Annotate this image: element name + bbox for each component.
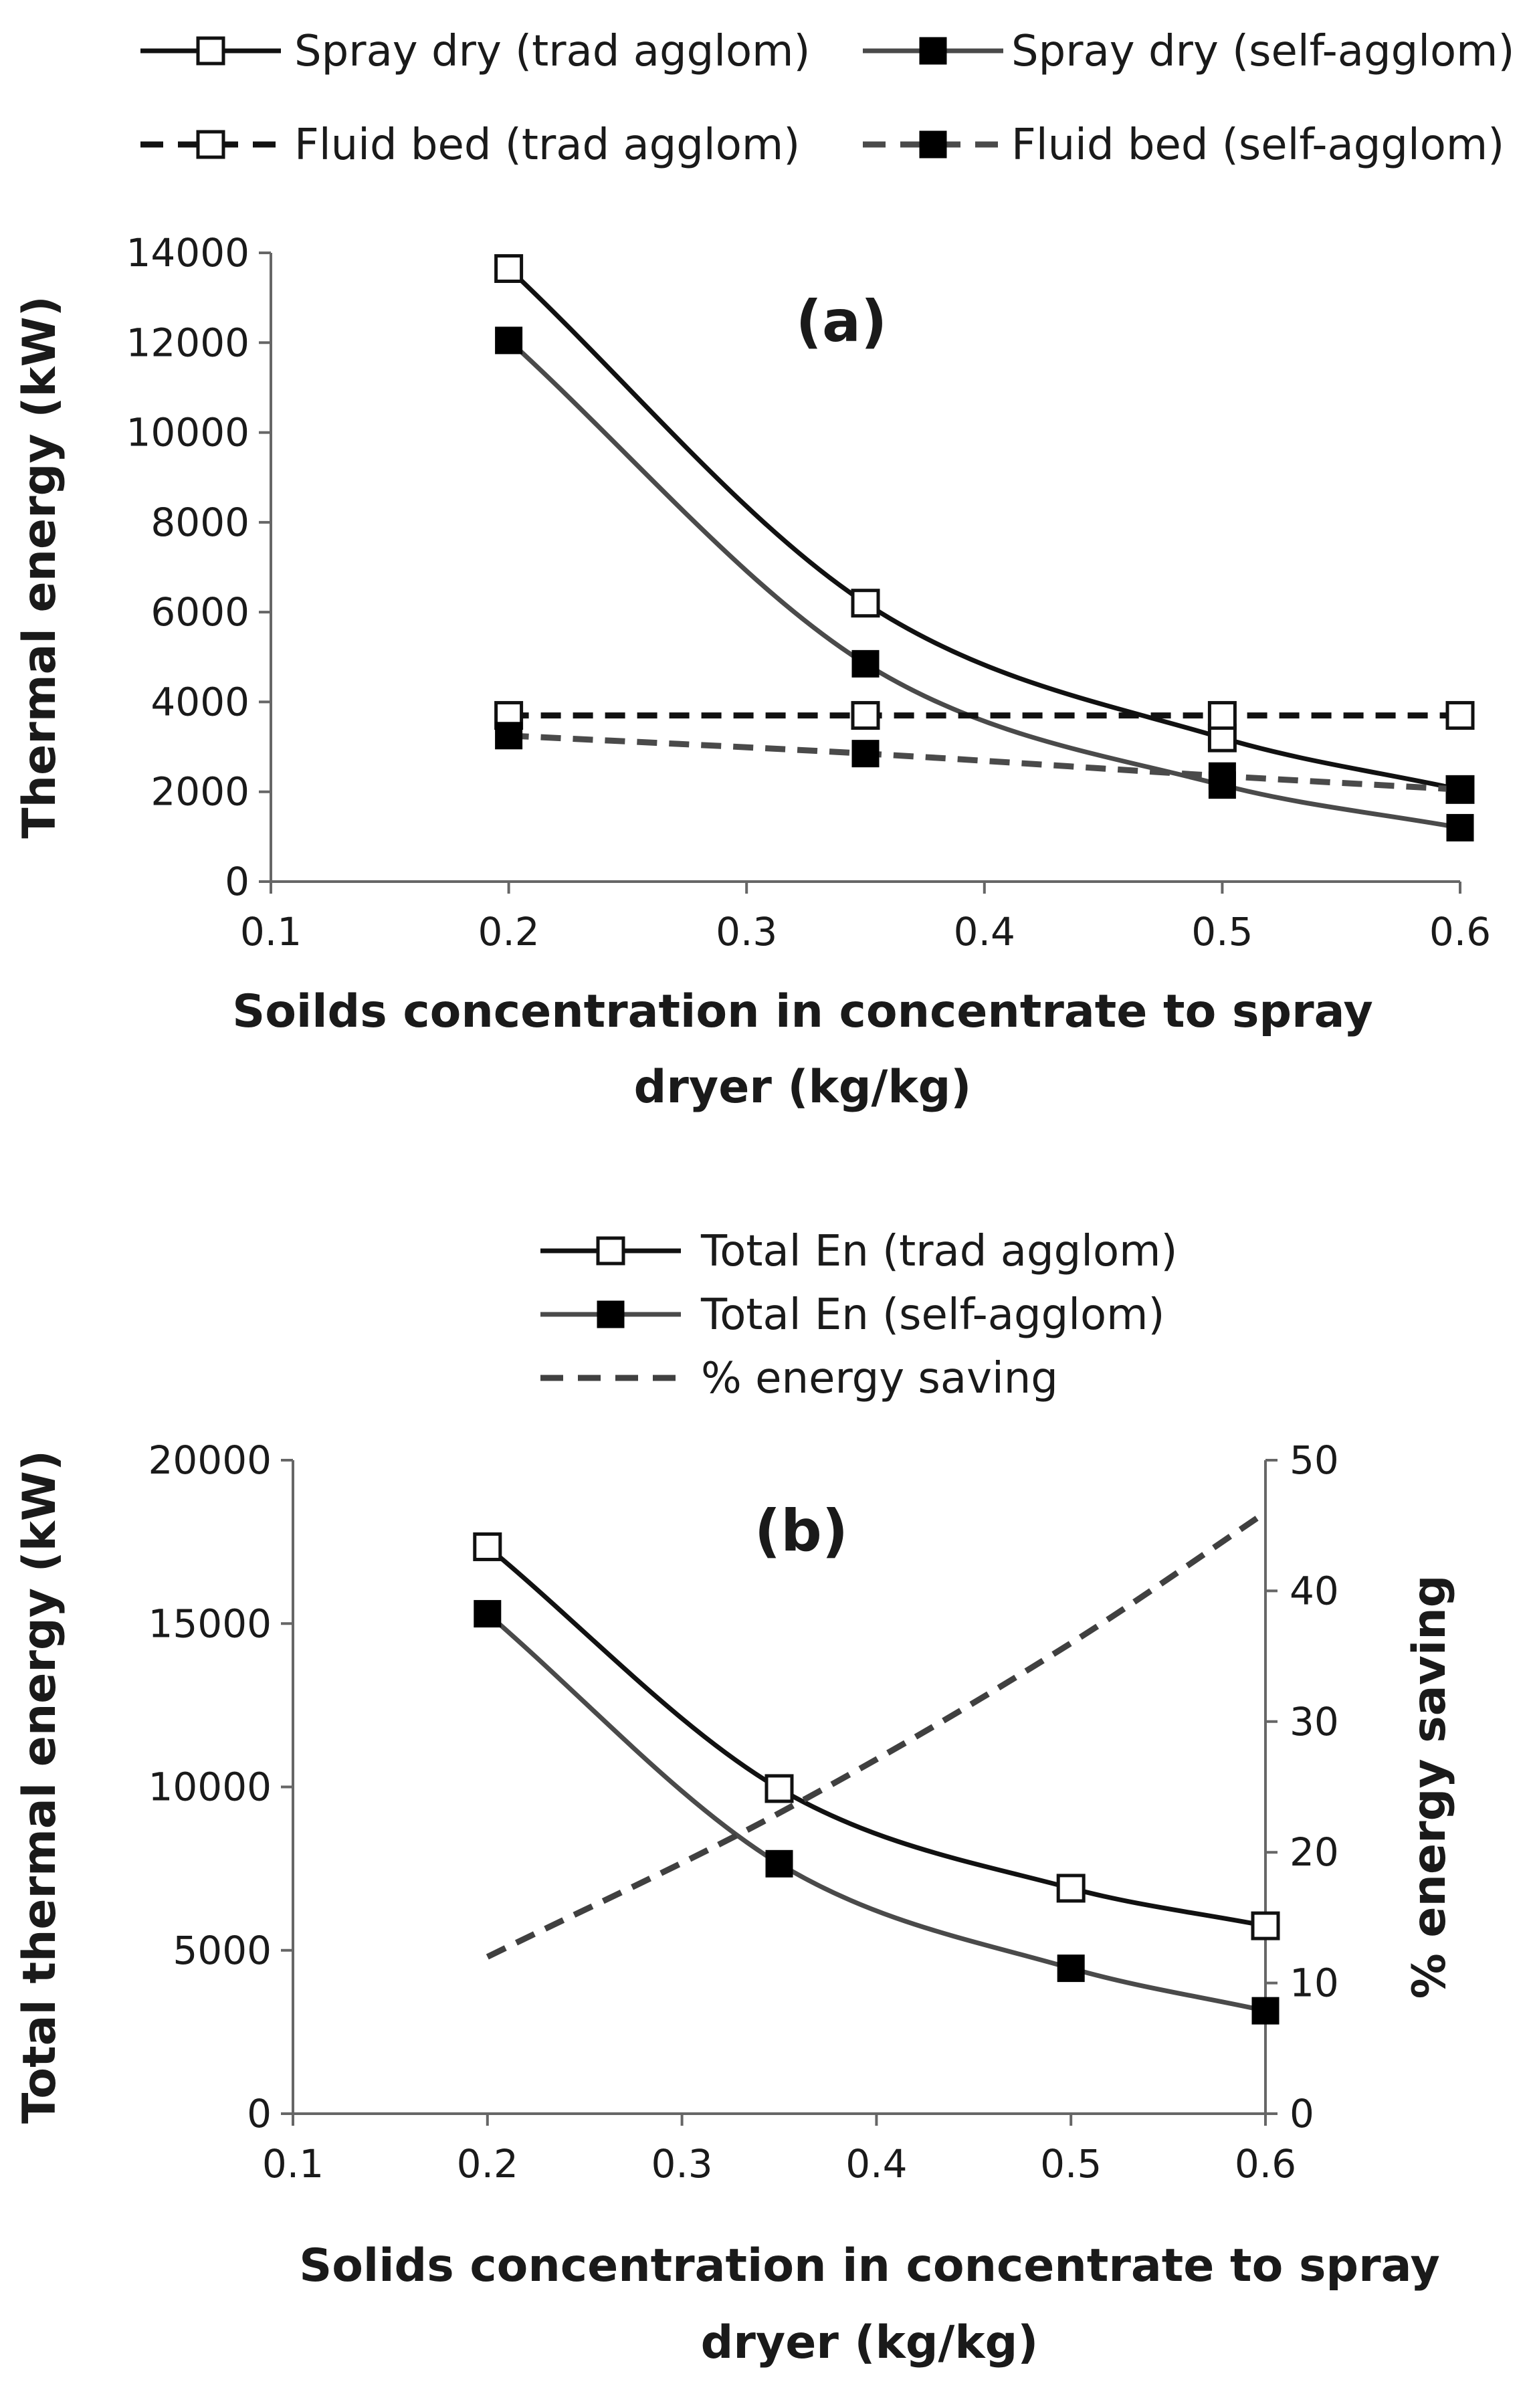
data-point <box>494 254 524 283</box>
x-tick-label: 0.5 <box>1040 2141 1102 2187</box>
y-tick-label: 2000 <box>150 769 249 815</box>
legend-label: Total En (trad agglom) <box>700 1227 1177 1276</box>
panel-label: (b) <box>754 1498 848 1565</box>
series-line <box>486 1544 1266 1928</box>
legend-marker <box>596 1236 625 1266</box>
x-tick-label: 0.2 <box>478 909 539 955</box>
legend-entry: % energy saving <box>540 1354 1058 1403</box>
x-tick-label: 0.3 <box>716 909 777 955</box>
legend-marker <box>919 130 947 159</box>
data-point <box>764 1774 794 1803</box>
y-tick-label: 10000 <box>148 1765 272 1810</box>
legend-entry: Fluid bed (self-agglom) <box>863 120 1504 170</box>
data-point <box>1208 762 1236 790</box>
legend-label: Fluid bed (trad agglom) <box>294 120 800 170</box>
y-tick-label: 14000 <box>126 230 249 276</box>
y-tick-label: 4000 <box>150 679 249 724</box>
panel-label: (a) <box>796 288 888 355</box>
legend-entry: Spray dry (self-agglom) <box>863 27 1514 76</box>
data-point <box>474 1600 502 1628</box>
legend-marker <box>196 130 225 159</box>
x-axis-title: dryer (kg/kg) <box>634 1061 972 1114</box>
data-point <box>1057 1954 1085 1983</box>
data-point <box>495 722 523 750</box>
x-tick-label: 0.1 <box>240 909 302 955</box>
y-tick-label: 12000 <box>126 320 249 365</box>
x-tick-label: 0.5 <box>1191 909 1253 955</box>
y-tick-label: 5000 <box>173 1928 272 1973</box>
data-point <box>1445 701 1475 730</box>
y-tick-label: 15000 <box>148 1601 272 1646</box>
y-tick-label: 8000 <box>150 500 249 545</box>
data-point <box>1446 775 1474 803</box>
x-tick-label: 0.4 <box>954 909 1015 955</box>
y2-tick-label: 40 <box>1290 1568 1339 1613</box>
x-tick-label: 0.6 <box>1235 2141 1296 2187</box>
legend-marker <box>597 1300 625 1328</box>
y2-tick-label: 50 <box>1290 1437 1339 1483</box>
legend-marker <box>919 37 947 65</box>
legend-entry: Total En (self-agglom) <box>540 1290 1164 1340</box>
y2-tick-label: 10 <box>1290 1961 1339 2006</box>
y-axis-title: Total thermal energy (kW) <box>13 1450 66 2124</box>
legend-label: % energy saving <box>701 1354 1058 1403</box>
y-axis-title: Thermal energy (kW) <box>13 296 66 838</box>
y-tick-label: 6000 <box>150 589 249 635</box>
y-tick-label: 0 <box>225 859 249 904</box>
legend-label: Total En (self-agglom) <box>700 1290 1164 1340</box>
legend-label: Spray dry (self-agglom) <box>1011 27 1514 76</box>
data-point <box>1446 813 1474 841</box>
x-tick-label: 0.3 <box>651 2141 712 2187</box>
x-axis-title: dryer (kg/kg) <box>701 2316 1039 2369</box>
data-point <box>851 589 880 618</box>
data-point <box>473 1532 502 1561</box>
data-point <box>1207 701 1237 730</box>
x-tick-label: 0.1 <box>262 2141 324 2187</box>
data-point <box>1056 1874 1086 1903</box>
x-tick-label: 0.4 <box>845 2141 907 2187</box>
legend-entry: Spray dry (trad agglom) <box>140 27 810 76</box>
series-line <box>486 1510 1267 1960</box>
x-tick-label: 0.2 <box>457 2141 518 2187</box>
y-tick-label: 0 <box>247 2091 272 2136</box>
chart-panel-b: 0 5000 10000 15000 20000 0.1 0.2 0.3 0.4 0.5 0.6 0 1… <box>13 1227 1456 2369</box>
chart-panel-a: 0 2000 4000 6000 8000 10000 12000 14000 0.1 0.2 0.… <box>13 27 1514 1114</box>
x-axis-title: Soilds concentration in concentrate to s… <box>232 985 1373 1038</box>
data-point <box>851 701 880 730</box>
data-point <box>851 649 880 678</box>
data-point <box>765 1849 793 1878</box>
data-point <box>495 326 523 355</box>
series-line <box>507 266 1461 792</box>
series-line <box>507 338 1461 830</box>
legend-label: Spray dry (trad agglom) <box>294 27 810 76</box>
y2-tick-label: 20 <box>1290 1829 1339 1875</box>
data-point <box>851 740 880 768</box>
series-line <box>508 732 1461 793</box>
y2-axis-title: % energy saving <box>1403 1575 1456 1999</box>
x-tick-label: 0.6 <box>1429 909 1491 955</box>
y-tick-label: 10000 <box>126 410 249 456</box>
legend-entry: Fluid bed (trad agglom) <box>140 120 800 170</box>
data-point <box>1251 1911 1280 1940</box>
series-line <box>486 1611 1266 2013</box>
legend-label: Fluid bed (self-agglom) <box>1011 120 1504 170</box>
x-axis-title: Solids concentration in concentrate to s… <box>299 2239 1440 2292</box>
y2-tick-label: 30 <box>1290 1699 1339 1744</box>
y-tick-label: 20000 <box>148 1437 272 1483</box>
legend-entry: Total En (trad agglom) <box>540 1227 1177 1276</box>
legend-marker <box>196 36 225 66</box>
data-point <box>1251 1997 1280 2025</box>
y2-tick-label: 0 <box>1290 2091 1314 2136</box>
